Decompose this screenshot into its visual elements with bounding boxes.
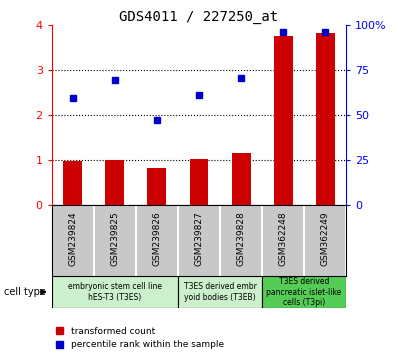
Text: cell type: cell type (4, 287, 46, 297)
Text: T3ES derived
pancreatic islet-like
cells (T3pi): T3ES derived pancreatic islet-like cells… (267, 277, 342, 307)
Text: GSM362249: GSM362249 (321, 211, 330, 266)
Text: GSM239827: GSM239827 (195, 211, 203, 266)
Bar (63, 161, 82, 205)
Bar (105, 160, 124, 205)
Text: GSM239825: GSM239825 (110, 211, 119, 266)
Bar (232, 153, 250, 205)
Text: GSM239828: GSM239828 (236, 211, 246, 266)
Text: embryonic stem cell line
hES-T3 (T3ES): embryonic stem cell line hES-T3 (T3ES) (68, 282, 162, 302)
FancyBboxPatch shape (178, 276, 262, 308)
FancyBboxPatch shape (52, 276, 178, 308)
Bar (147, 168, 166, 205)
Legend: transformed count, percentile rank within the sample: transformed count, percentile rank withi… (56, 327, 224, 349)
Text: GSM239826: GSM239826 (152, 211, 162, 266)
Title: GDS4011 / 227250_at: GDS4011 / 227250_at (119, 10, 279, 24)
FancyBboxPatch shape (262, 276, 346, 308)
Bar (316, 33, 335, 205)
Text: T3ES derived embr
yoid bodies (T3EB): T3ES derived embr yoid bodies (T3EB) (183, 282, 256, 302)
Bar (189, 159, 209, 205)
Text: GSM362248: GSM362248 (279, 211, 288, 266)
Text: GSM239824: GSM239824 (68, 211, 77, 266)
Bar (274, 36, 293, 205)
